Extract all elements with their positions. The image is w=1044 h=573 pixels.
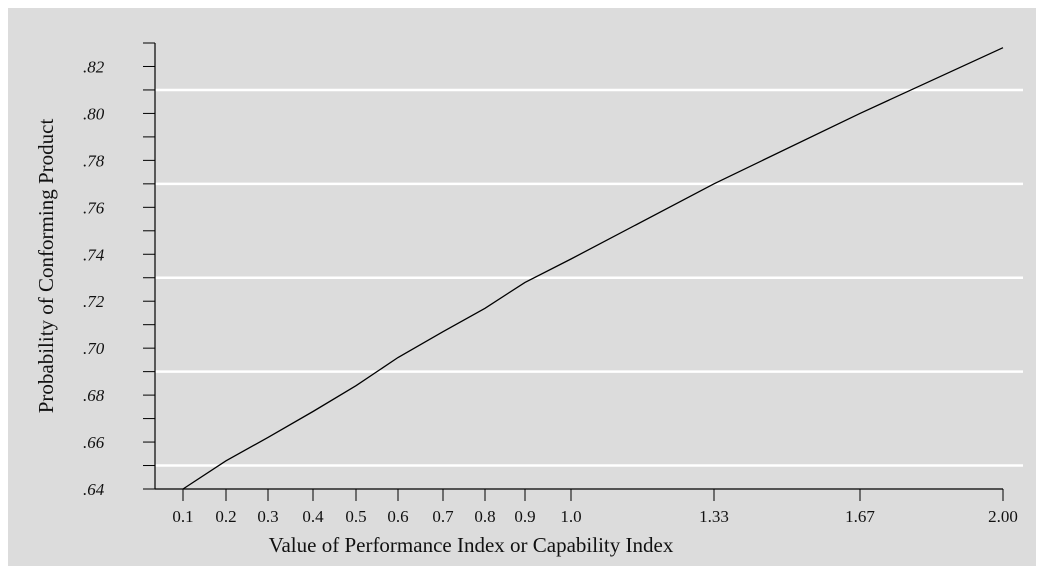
tick-labels: .64 .66 .68 .70 .72 .74 .76 .78 .80 .82 0.1 0.2 0.3 0… (83, 57, 1018, 526)
x-tick-label: 0.5 (345, 507, 366, 526)
x-tick-label: 1.33 (699, 507, 729, 526)
x-tick-label: 0.9 (514, 507, 535, 526)
x-tick-label: 0.3 (257, 507, 278, 526)
x-tick-label: 0.7 (432, 507, 454, 526)
y-tick-label: .64 (83, 480, 105, 499)
y-tick-label: .82 (83, 57, 105, 76)
y-axis-title: Probability of Conforming Product (34, 119, 58, 414)
x-tick-label: 2.00 (988, 507, 1018, 526)
series-line (182, 47, 1004, 490)
y-tick-label: .74 (83, 245, 105, 264)
x-tick-label: 0.1 (172, 507, 193, 526)
y-tick-label: .76 (83, 198, 105, 217)
y-tick-label: .70 (83, 339, 105, 358)
x-tick-label: 0.4 (302, 507, 324, 526)
y-tick-label: .80 (83, 104, 105, 123)
axes (154, 43, 1003, 490)
x-tick-label: 0.2 (215, 507, 236, 526)
y-tick-label: .66 (83, 433, 105, 452)
x-axis-title: Value of Performance Index or Capability… (269, 533, 674, 557)
x-tick-label: 0.8 (474, 507, 495, 526)
gridlines (155, 88, 1023, 467)
y-tick-label: .68 (83, 386, 105, 405)
tick-marks (143, 42, 1004, 501)
x-tick-label: 1.67 (845, 507, 875, 526)
y-tick-label: .72 (83, 292, 105, 311)
y-tick-label: .78 (83, 151, 105, 170)
x-tick-label: 1.0 (560, 507, 581, 526)
chart-panel (8, 8, 1036, 566)
series (182, 47, 1004, 490)
x-tick-label: 0.6 (387, 507, 408, 526)
